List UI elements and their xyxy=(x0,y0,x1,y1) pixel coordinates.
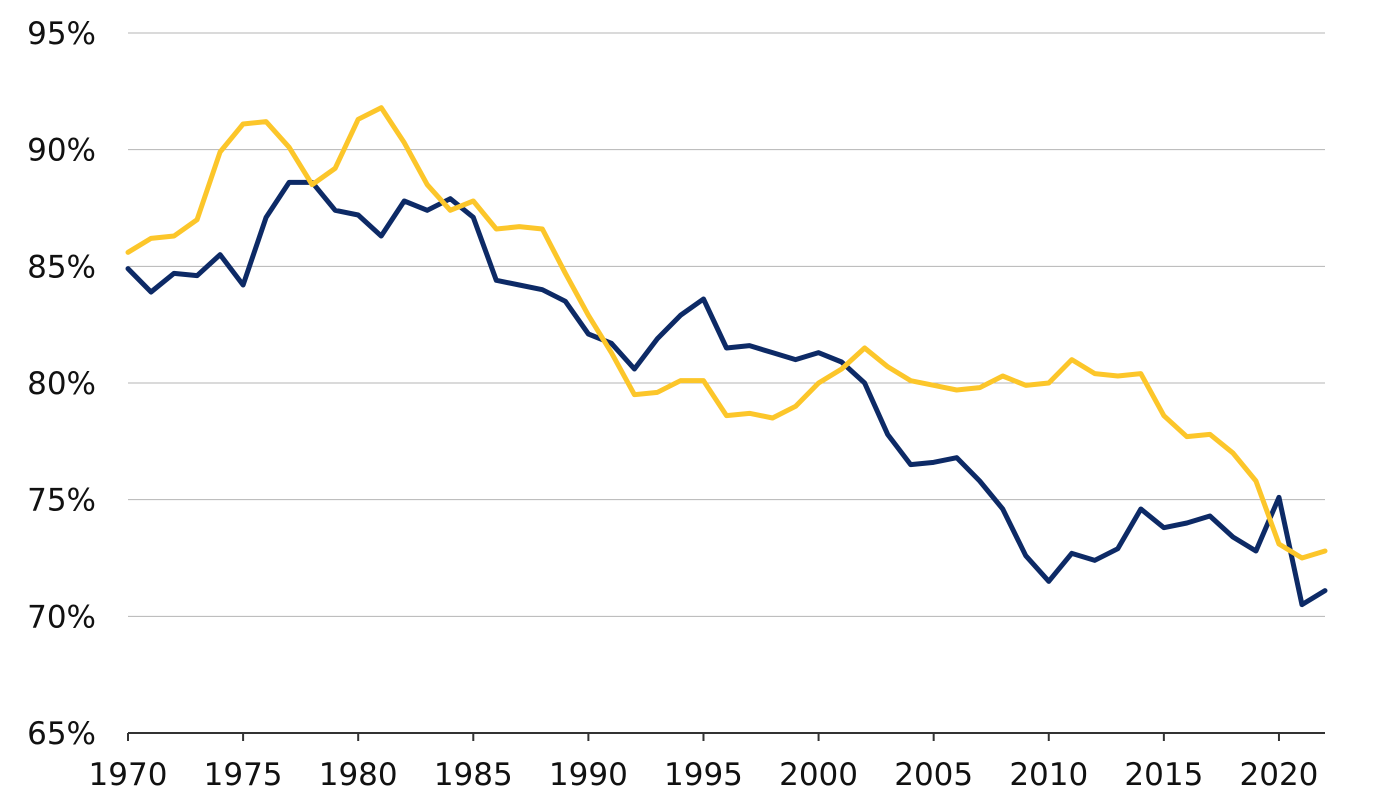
y-tick-label: 80% xyxy=(27,366,96,402)
x-tick-label: 1980 xyxy=(319,757,398,793)
y-tick-label: 70% xyxy=(27,599,96,635)
x-tick-label: 1985 xyxy=(434,757,513,793)
series-line-2 xyxy=(125,105,1328,561)
x-tick-label: 2000 xyxy=(779,757,858,793)
x-tick-label: 2015 xyxy=(1124,757,1203,793)
y-tick-label: 65% xyxy=(27,716,96,752)
axes xyxy=(127,732,1325,741)
x-tick-label: 2020 xyxy=(1240,757,1319,793)
y-tick-label: 95% xyxy=(27,16,96,52)
y-tick-label: 85% xyxy=(27,249,96,285)
y-tick-label: 90% xyxy=(27,133,96,169)
x-tick-label: 2010 xyxy=(1009,757,1088,793)
y-tick-label: 75% xyxy=(27,483,96,519)
x-tick-label: 1995 xyxy=(664,757,743,793)
x-tick-label: 2005 xyxy=(894,757,973,793)
tick-labels: 65% 70% 75% 80% 85% 90% 95% 1970 1975 1980 1985 199… xyxy=(27,16,1318,793)
x-tick-label: 1970 xyxy=(89,757,168,793)
x-tick-label: 1990 xyxy=(549,757,628,793)
x-tick-label: 1975 xyxy=(204,757,283,793)
series-line-1 xyxy=(125,179,1328,608)
series-lines xyxy=(125,105,1328,608)
gridlines xyxy=(128,32,1325,617)
